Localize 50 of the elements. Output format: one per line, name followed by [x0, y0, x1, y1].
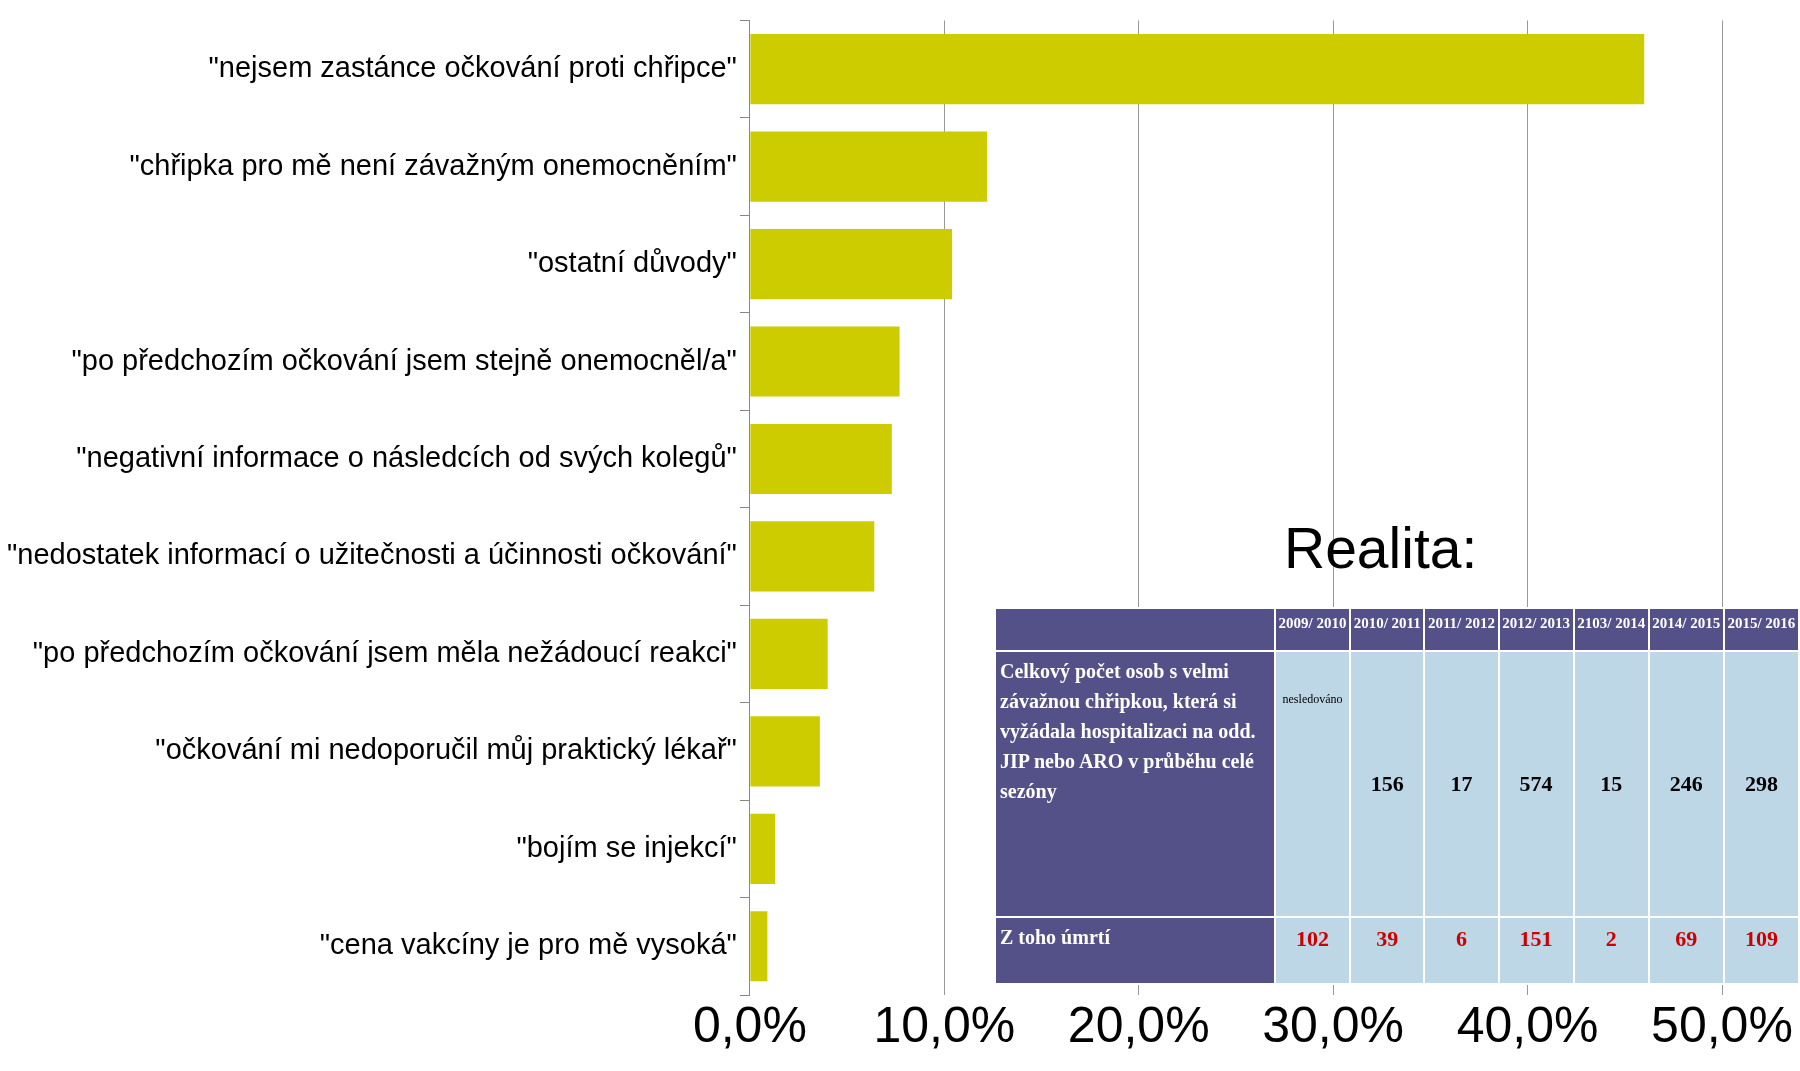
bar [750, 228, 953, 300]
annotation: 2011/ 2012 [1424, 608, 1499, 652]
bar [750, 34, 1645, 105]
annotation: 2014/ 2015 [1648, 608, 1724, 652]
y-tick-label: "chřipka pro mě není závažným onemocněním" [129, 148, 737, 181]
annotation: 2 [1573, 917, 1649, 984]
annotation: 102 [1275, 917, 1351, 984]
annotation: 574 [1498, 651, 1574, 918]
bar [750, 618, 828, 689]
annotation: 2010/ 2011 [1350, 608, 1425, 652]
y-tick-label: "po předchozím očkování jsem stejně onemocněl/a" [71, 343, 737, 376]
bar [750, 326, 900, 397]
annotation: 6 [1424, 917, 1499, 984]
annotation: 246 [1648, 651, 1724, 918]
x-tick-label: 0,0% [692, 996, 807, 1053]
annotation: 2009/ 2010 [1275, 608, 1351, 652]
annotation: 2012/ 2013 [1498, 608, 1574, 652]
x-tick-label: 30,0% [1262, 996, 1405, 1053]
annotation: 69 [1648, 917, 1724, 984]
y-tick-label: "po předchozím očkování jsem měla nežádoucí reakci" [32, 635, 737, 668]
annotation: 156 [1350, 651, 1425, 918]
x-tick-label: 50,0% [1651, 996, 1793, 1053]
annotation: Z toho úmrtí [995, 917, 1275, 984]
annotation: 17 [1424, 651, 1499, 918]
annotation: 39 [1350, 917, 1425, 984]
bar [750, 131, 988, 202]
bar [750, 813, 776, 884]
y-tick-label: "nejsem zastánce očkování proti chřipce" [208, 51, 737, 84]
bar [750, 716, 820, 787]
x-tick-label: 40,0% [1456, 996, 1599, 1053]
text: 2015/ 2016 [1723, 608, 1799, 652]
y-tick-label: "negativní informace o následcích od svých kolegů" [76, 440, 737, 473]
text: 109 [1723, 917, 1799, 984]
y-tick-label: "cena vakcíny je pro mě vysoká" [319, 928, 737, 961]
x-tick-label: 10,0% [873, 996, 1016, 1053]
text: 298 [1723, 651, 1799, 918]
y-tick-label: "očkování mi nedoporučil můj praktický lékař" [155, 733, 737, 766]
annotation: nesledováno [1275, 651, 1351, 918]
text: Realita: [1283, 515, 1479, 582]
y-tick-label: "nedostatek informací o užitečnosti a účinnosti očkování" [7, 538, 737, 571]
y-tick-label: "bojím se injekcí" [516, 830, 737, 863]
annotation: 2103/ 2014 [1573, 608, 1649, 652]
y-tick-label: "ostatní důvody" [527, 246, 737, 279]
bar [750, 521, 875, 592]
bar [750, 423, 892, 495]
annotation: 151 [1498, 917, 1574, 984]
x-tick-label: 20,0% [1067, 996, 1210, 1053]
annotation: 15 [1573, 651, 1649, 918]
bar [750, 911, 768, 982]
annotation: Celkový počet osob s velmi závažnou chřipkou, která si vyžádala hospitalizaci na odd. JIP nebo ARO v průběhu celé sezóny [995, 651, 1275, 918]
